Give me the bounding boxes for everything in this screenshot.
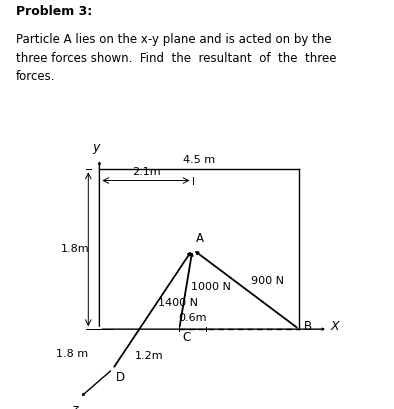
Text: C: C [183, 331, 191, 344]
Text: A: A [196, 232, 204, 245]
Text: 1.8 m: 1.8 m [56, 348, 88, 359]
Text: 1.2m: 1.2m [135, 351, 164, 361]
Text: y: y [93, 141, 100, 154]
Text: 1.8m: 1.8m [61, 244, 89, 254]
Text: X: X [331, 320, 340, 333]
Text: 0.6m: 0.6m [178, 313, 207, 324]
Text: B: B [303, 320, 312, 333]
Text: 2.1m: 2.1m [132, 167, 160, 178]
Text: Particle A lies on the x-y plane and is acted on by the
three forces shown.  Fin: Particle A lies on the x-y plane and is … [16, 33, 336, 83]
Text: 900 N: 900 N [251, 276, 284, 286]
Text: Problem 3:: Problem 3: [16, 4, 92, 18]
Text: 4.5 m: 4.5 m [183, 155, 215, 165]
Text: z: z [71, 403, 77, 409]
Text: D: D [116, 371, 125, 384]
Text: 1000 N: 1000 N [191, 282, 231, 292]
Text: 1400 N: 1400 N [158, 297, 198, 308]
